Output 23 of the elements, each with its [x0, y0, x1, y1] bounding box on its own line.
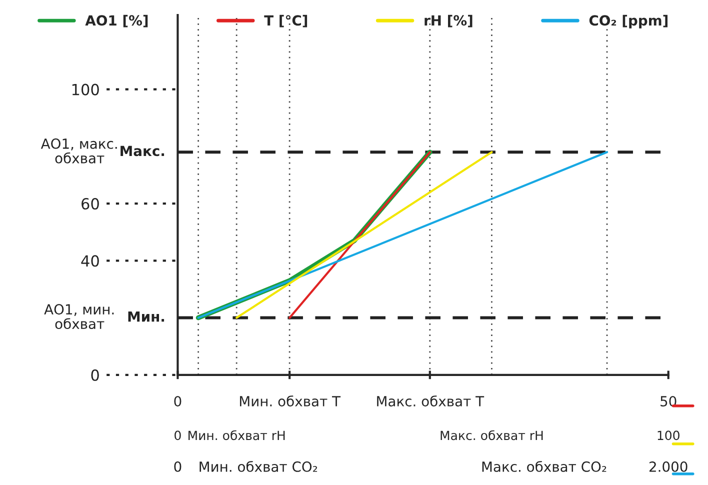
y-tick-label: 40	[81, 255, 99, 267]
x2-tick-label: Макс. обхват rH	[440, 430, 543, 440]
x2-tick-label: 100	[658, 430, 680, 440]
x2-tick-label: Мин. обхват rH	[188, 430, 285, 440]
text: 0	[174, 461, 182, 472]
text: Мин. обхват CO₂	[200, 460, 318, 472]
ref-line-label: Мин.	[128, 311, 164, 322]
legend-label: T [°C]	[264, 14, 308, 28]
text: АО1, макс. обхват	[40, 138, 117, 164]
x-tick-label: Мин. обхват T	[240, 396, 341, 406]
x2-tick-label: 0	[174, 430, 181, 440]
ref-line-label: Макс.	[120, 146, 164, 156]
text: Макс. обхват CO₂	[482, 460, 606, 472]
legend-label: rH [%]	[424, 14, 472, 28]
x-tick-label: 0	[174, 396, 182, 406]
x-tick-label: Макс. обхват T	[377, 396, 484, 406]
y-tick-label: 0	[91, 369, 99, 381]
legend-label: CO₂ [ppm]	[589, 14, 668, 28]
y-tick-label: 60	[82, 198, 99, 210]
text: 2.000	[649, 461, 688, 472]
legend-label: AO1 [%]	[85, 14, 148, 28]
y-tick-label: 100	[72, 84, 99, 96]
text: АО1, мин. обхват	[44, 304, 114, 330]
